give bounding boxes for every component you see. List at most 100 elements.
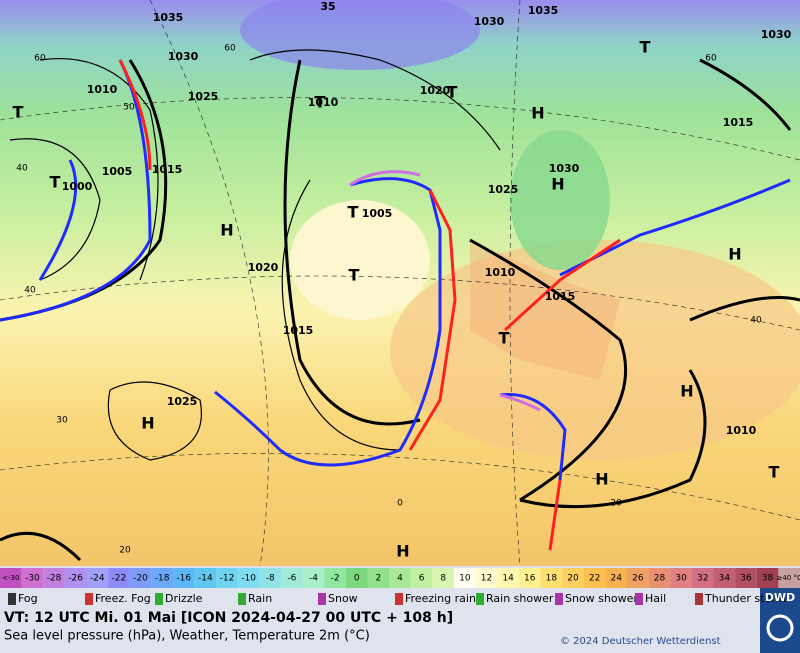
scale-cell xyxy=(259,568,282,588)
scale-label: -18 xyxy=(155,574,170,584)
pressure-system: T xyxy=(640,38,651,57)
scale-cell xyxy=(410,568,433,588)
scale-label: -8 xyxy=(266,574,275,584)
isotherm-label: 30 xyxy=(56,416,68,426)
scale-cell xyxy=(367,568,390,588)
scale-cell xyxy=(216,568,238,588)
scale-cell xyxy=(21,568,44,588)
legend-label: Freezing rain xyxy=(405,592,476,605)
isotherm-label: 60 xyxy=(34,54,46,64)
pressure-label: 1010 xyxy=(308,96,339,109)
scale-cell xyxy=(562,568,584,588)
scale-label: 36 xyxy=(740,574,752,584)
scale-cell xyxy=(237,568,260,588)
legend-symbol xyxy=(155,593,163,605)
scale-label: -12 xyxy=(220,574,235,584)
legend-label: Snow shower xyxy=(565,592,638,605)
scale-label: 32 xyxy=(697,574,708,584)
pressure-label: 1010 xyxy=(485,266,516,279)
legend-symbol xyxy=(635,593,643,605)
legend-label: Rain xyxy=(248,592,272,605)
pressure-label: 35 xyxy=(320,0,335,13)
scale-label: 0 xyxy=(354,574,360,584)
scale-label: 30 xyxy=(675,574,687,584)
pressure-system: T xyxy=(348,203,359,222)
pressure-label: 1020 xyxy=(248,261,279,274)
pressure-label: 1000 xyxy=(62,180,93,193)
scale-cell xyxy=(756,568,779,588)
pressure-label: 1005 xyxy=(102,165,133,178)
scale-label: 2 xyxy=(376,574,382,584)
pressure-label: 1020 xyxy=(420,84,451,97)
scale-cell xyxy=(540,568,563,588)
scale-label: -2 xyxy=(331,574,340,584)
legend-symbol xyxy=(8,593,16,605)
pressure-system: T xyxy=(769,463,780,482)
map xyxy=(0,0,800,567)
scale-label: -20 xyxy=(133,574,148,584)
scale-cell xyxy=(324,568,346,588)
scale-label: -6 xyxy=(287,574,296,584)
legend-symbol xyxy=(695,593,703,605)
scale-cell xyxy=(432,568,455,588)
scale-label: -16 xyxy=(176,574,191,584)
scale-cell xyxy=(172,568,195,588)
scale-cell xyxy=(194,568,217,588)
pressure-label: 1025 xyxy=(167,395,198,408)
pressure-system: H xyxy=(220,221,233,240)
scale-label: 26 xyxy=(632,574,644,584)
legend-label: Hail xyxy=(645,592,666,605)
logo xyxy=(760,588,800,653)
isotherm-label: 60 xyxy=(224,44,236,54)
legend-label: Snow xyxy=(328,592,358,605)
pressure-system: H xyxy=(728,245,741,264)
isotherm-label: 40 xyxy=(24,286,36,296)
scale-label: 12 xyxy=(481,574,492,584)
valid-time: VT: 12 UTC Mi. 01 Mai [ICON 2024-04-27 0… xyxy=(4,610,453,626)
scale-label: 28 xyxy=(654,574,666,584)
scale-cell xyxy=(86,568,109,588)
pressure-system: T xyxy=(315,93,326,112)
scale-cell xyxy=(627,568,649,588)
legend-label: Fog xyxy=(18,592,38,605)
scale-label: 22 xyxy=(589,574,600,584)
scale-label: 4 xyxy=(397,574,403,584)
pressure-system: T xyxy=(50,173,61,192)
scale-cell xyxy=(389,568,411,588)
legend-label: Thunder storm xyxy=(704,592,786,605)
scale-label: 14 xyxy=(502,574,514,584)
scale-label: 20 xyxy=(567,574,579,584)
pressure-label: 1035 xyxy=(528,4,559,17)
scale-cell xyxy=(475,568,498,588)
scale-label: -4 xyxy=(309,574,318,584)
scale-cell xyxy=(281,568,303,588)
scale-cell xyxy=(43,568,65,588)
pressure-system: H xyxy=(595,470,608,489)
scale-cell xyxy=(497,568,519,588)
scale-cell xyxy=(108,568,130,588)
pressure-system: H xyxy=(551,175,564,194)
pressure-label: 1030 xyxy=(168,50,199,63)
pressure-system: T xyxy=(349,266,360,285)
scale-label: 34 xyxy=(719,574,731,584)
scale-cell xyxy=(302,568,325,588)
scale-label: ≥40 °C xyxy=(776,574,800,582)
scale-cell xyxy=(670,568,692,588)
pressure-label: 1015 xyxy=(283,324,314,337)
pressure-label: 1015 xyxy=(723,116,754,129)
legend-symbol xyxy=(85,593,93,605)
pressure-label: 1010 xyxy=(726,424,757,437)
scale-cell xyxy=(648,568,671,588)
scale-label: 18 xyxy=(546,574,558,584)
pressure-system: H xyxy=(141,414,154,433)
scale-cell xyxy=(778,568,800,588)
scale-cell xyxy=(345,568,368,588)
isotherm-label: 20 xyxy=(119,546,131,556)
pressure-system: H xyxy=(680,382,693,401)
scale-cell xyxy=(583,568,606,588)
pressure-label: 1025 xyxy=(488,183,519,196)
pressure-system: H xyxy=(396,542,409,561)
scale-label: 6 xyxy=(419,574,425,584)
scale-cell xyxy=(151,568,173,588)
pressure-label: 1010 xyxy=(87,83,118,96)
